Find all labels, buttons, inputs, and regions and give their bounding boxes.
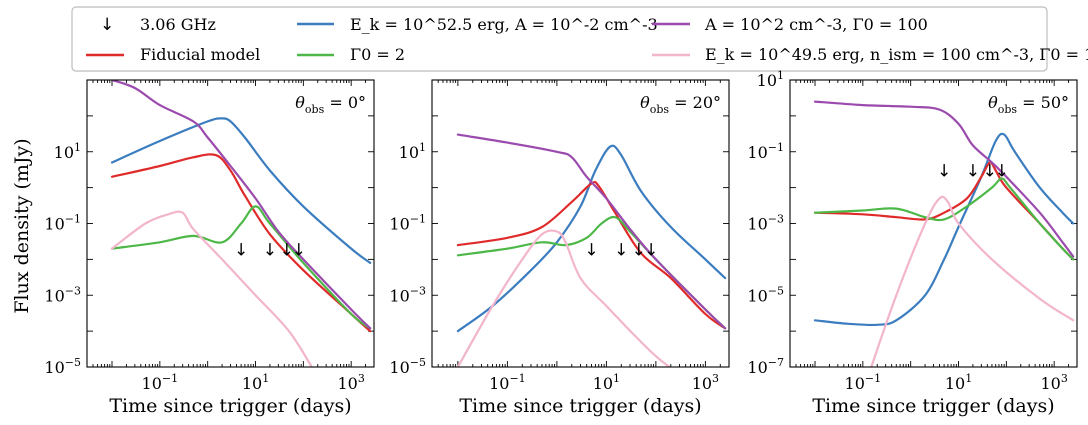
y-tick-label: 10−3 <box>44 284 81 305</box>
series-line-0 <box>456 144 727 333</box>
upper-limit-arrow: ↓ <box>614 240 628 260</box>
plot-frame <box>431 79 730 368</box>
plot-frame <box>86 79 375 368</box>
series-line-4 <box>456 229 672 367</box>
x-tick-label: 103 <box>1040 372 1067 393</box>
plot-frame <box>789 79 1078 368</box>
x-axis-label: Time since trigger (days) <box>812 395 1054 417</box>
y-tick-label: 10−5 <box>747 284 784 305</box>
x-axis-label: Time since trigger (days) <box>109 395 351 417</box>
y-tick-label: 10−3 <box>389 284 426 305</box>
series-line-0 <box>813 132 1075 327</box>
legend-label-blue: E_k = 10^52.5 erg, A = 10^-2 cm^-3 <box>350 15 658 34</box>
legend-label-upper-limit: 3.06 GHz <box>140 15 216 34</box>
upper-limit-arrow: ↓ <box>234 240 248 260</box>
series-line-2 <box>110 205 372 330</box>
series-line-3 <box>110 80 372 330</box>
x-tick-label: 10−1 <box>142 372 179 393</box>
y-tick-label: 10−1 <box>389 213 426 234</box>
upper-limit-arrow: ↓ <box>263 240 277 260</box>
theta-annotation: θobs = 0° <box>295 93 366 116</box>
series-line-4 <box>110 210 313 367</box>
x-tick-label: 10−1 <box>845 372 882 393</box>
series-line-1 <box>110 153 372 333</box>
x-axis-label: Time since trigger (days) <box>459 395 701 417</box>
legend-upper-limit-icon: ↓ <box>100 15 114 35</box>
theta-annotation: θobs = 20° <box>640 93 721 116</box>
series-line-4 <box>870 195 1075 367</box>
upper-limit-arrow: ↓ <box>983 162 997 182</box>
theta-annotation: θobs = 50° <box>988 93 1069 116</box>
y-tick-label: 10−5 <box>44 356 81 377</box>
x-tick-label: 10−1 <box>489 372 526 393</box>
x-tick-label: 101 <box>945 372 972 393</box>
y-tick-label: 10−1 <box>44 213 81 234</box>
upper-limit-arrow: ↓ <box>966 162 980 182</box>
upper-limit-arrow: ↓ <box>644 240 658 260</box>
upper-limit-arrow: ↓ <box>292 240 306 260</box>
legend-label-green: Γ0 = 2 <box>350 45 405 64</box>
upper-limit-arrow: ↓ <box>584 240 598 260</box>
series-line-1 <box>456 180 727 330</box>
upper-limit-arrow: ↓ <box>937 162 951 182</box>
upper-limit-arrow: ↓ <box>632 240 646 260</box>
x-tick-label: 103 <box>337 372 364 393</box>
upper-limit-arrow: ↓ <box>280 240 294 260</box>
y-tick-label: 10−1 <box>747 141 784 162</box>
y-tick-label: 101 <box>54 141 81 162</box>
series-line-3 <box>813 100 1075 258</box>
series-line-3 <box>456 133 727 330</box>
legend-label-purple: A = 10^2 cm^-3, Γ0 = 100 <box>704 15 928 34</box>
x-tick-label: 103 <box>692 372 719 393</box>
x-tick-label: 101 <box>242 372 269 393</box>
y-tick-label: 101 <box>757 69 784 90</box>
y-tick-label: 10−5 <box>389 356 426 377</box>
legend-label-pink: E_k = 10^49.5 erg, n_ism = 100 cm^-3, Γ0… <box>705 45 1088 64</box>
series-line-2 <box>813 177 1075 261</box>
y-tick-label: 101 <box>399 141 426 162</box>
upper-limit-arrow: ↓ <box>995 162 1009 182</box>
series-line-2 <box>456 215 727 330</box>
legend-label-red: Fiducial model <box>140 45 260 64</box>
y-tick-label: 10−7 <box>747 356 784 377</box>
y-axis-label: Flux density (mJy) <box>11 138 33 313</box>
legend: ↓ 3.06 GHz Fiducial model E_k = 10^52.5 … <box>71 6 1088 72</box>
series-line-0 <box>110 117 372 264</box>
y-tick-label: 10−3 <box>747 213 784 234</box>
x-tick-label: 101 <box>593 372 620 393</box>
